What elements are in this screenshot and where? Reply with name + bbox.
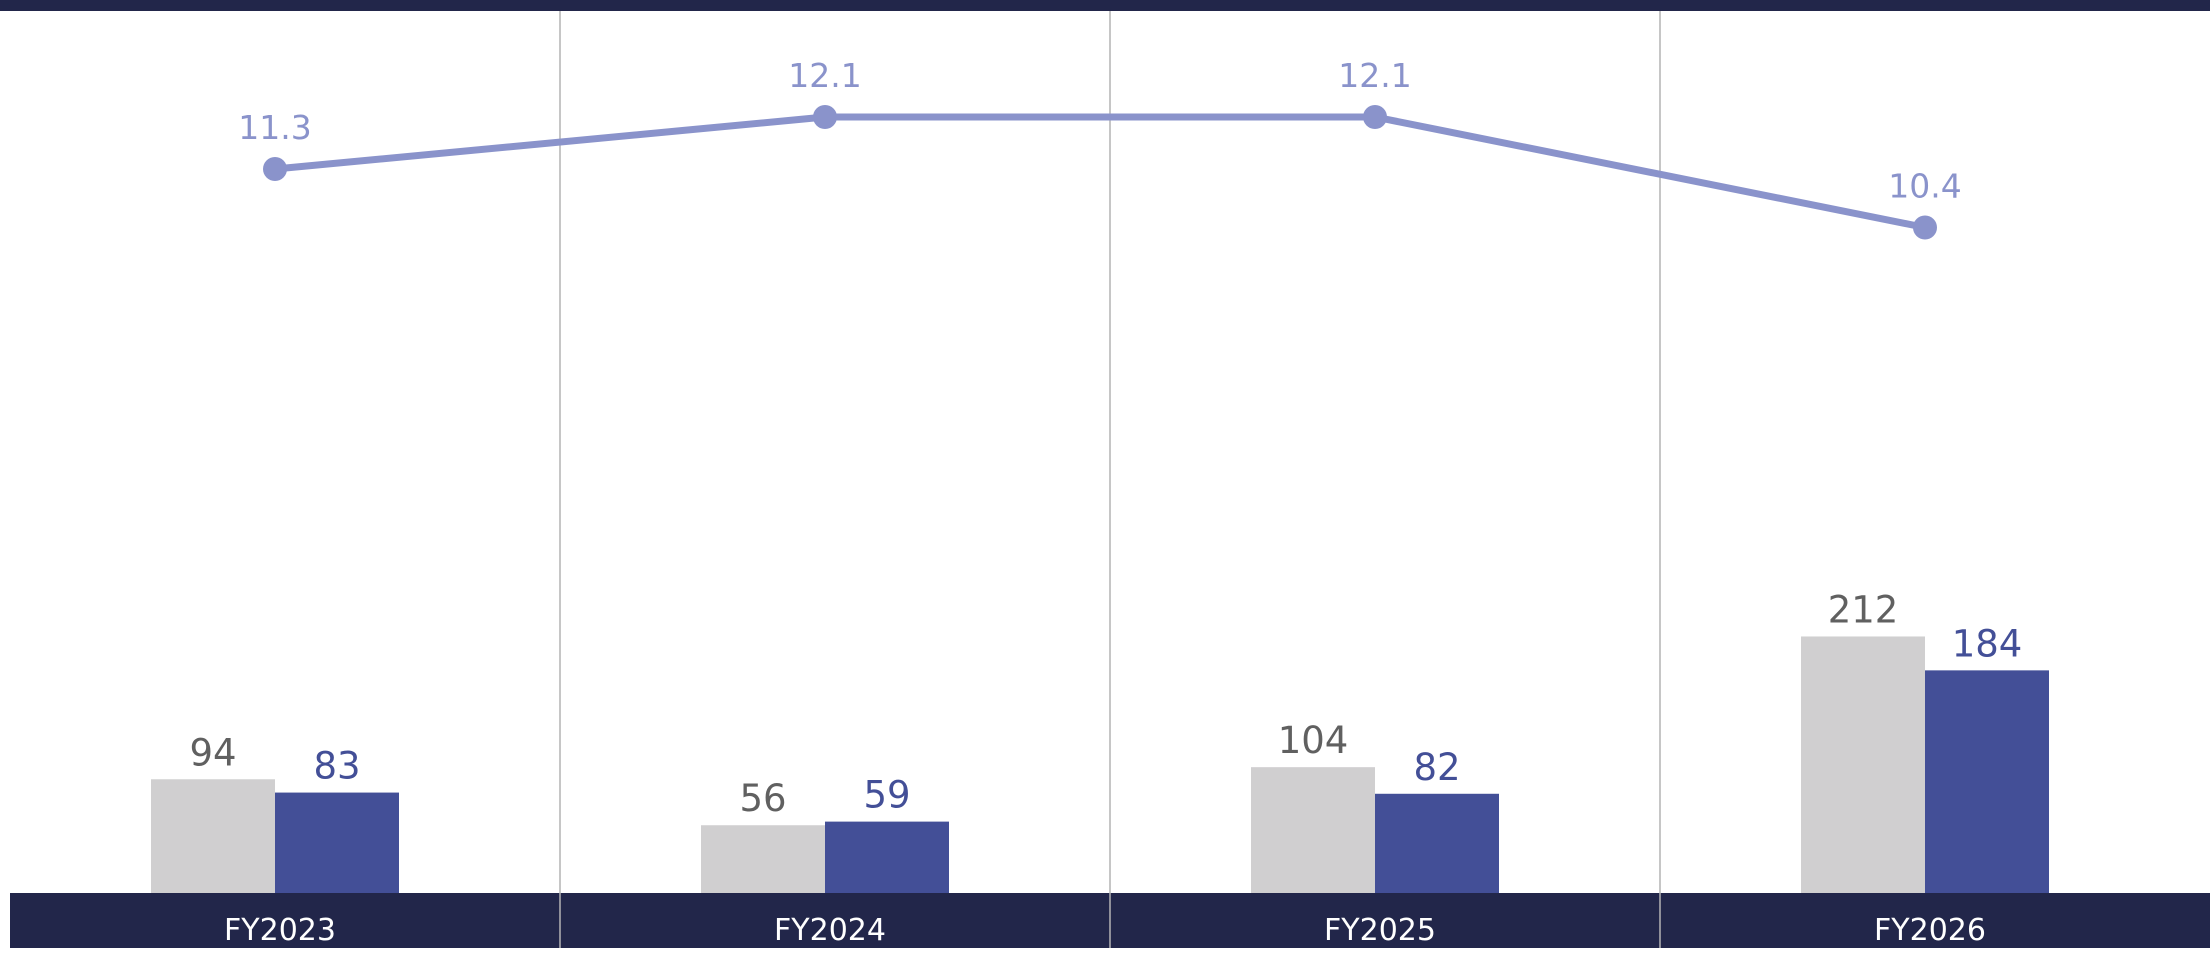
bar-series-2 (275, 793, 399, 893)
line-point (263, 157, 287, 181)
x-tick-label: FY2023 (224, 913, 336, 948)
bar-series-1 (151, 779, 275, 893)
data-label-series-1: 94 (189, 731, 236, 774)
data-label-series-1: 56 (739, 777, 786, 820)
data-label-series-2: 59 (863, 774, 910, 817)
x-tick-label: FY2025 (1324, 913, 1436, 948)
data-label-series-1: 104 (1278, 719, 1349, 762)
bar-series-2 (1925, 670, 2049, 893)
line-point (1913, 216, 1937, 240)
line-data-label: 12.1 (1338, 56, 1411, 95)
data-label-series-2: 82 (1413, 746, 1460, 789)
line-point (1363, 105, 1387, 129)
data-label-series-1: 212 (1828, 588, 1899, 631)
bar-series-2 (1375, 794, 1499, 893)
bar-series-1 (701, 825, 825, 893)
bar-series-1 (1801, 636, 1925, 893)
bar-series-2 (825, 822, 949, 893)
data-label-series-2: 184 (1952, 622, 2023, 665)
data-label-series-2: 83 (313, 745, 360, 788)
x-tick-label: FY2026 (1874, 913, 1986, 948)
line-data-label: 12.1 (788, 56, 861, 95)
line-data-label: 10.4 (1888, 167, 1961, 206)
top-band (0, 0, 2210, 11)
line-data-label: 11.3 (238, 108, 311, 147)
line-series (275, 117, 1925, 228)
x-tick-label: FY2024 (774, 913, 886, 948)
line-point (813, 105, 837, 129)
bar-series-1 (1251, 767, 1375, 893)
